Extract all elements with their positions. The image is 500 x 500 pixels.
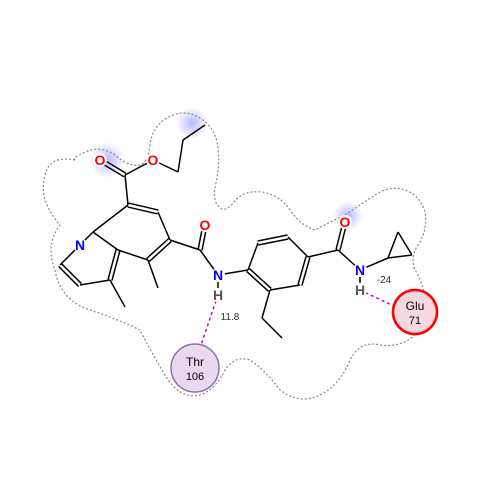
interaction-diagram: NOOONHONHThr106Glu7111.8-24 xyxy=(0,0,500,500)
atom-label: O xyxy=(95,152,106,168)
bond xyxy=(262,318,282,338)
bond xyxy=(302,258,310,286)
bond xyxy=(158,212,170,240)
bond xyxy=(149,241,171,261)
bond xyxy=(108,249,116,279)
atom-label: O xyxy=(148,152,159,168)
residue-name: Thr xyxy=(186,355,204,369)
bond xyxy=(128,207,158,214)
residue-name: Glu xyxy=(406,299,425,313)
bond xyxy=(148,260,158,288)
bond xyxy=(388,255,412,258)
bond xyxy=(270,285,300,290)
bond xyxy=(125,175,128,205)
residue-num: 106 xyxy=(186,371,204,383)
bond xyxy=(118,250,148,260)
bond xyxy=(178,140,183,172)
bond xyxy=(288,237,308,257)
atom-label: O xyxy=(340,214,351,230)
bond xyxy=(398,232,412,255)
atom-label: N xyxy=(355,262,365,278)
bond xyxy=(80,280,110,285)
residue-num: 71 xyxy=(409,315,421,327)
bond xyxy=(147,239,169,259)
bond xyxy=(93,232,118,250)
bond xyxy=(128,203,158,210)
bond xyxy=(110,280,125,307)
bond xyxy=(388,232,398,258)
bond xyxy=(298,256,306,284)
atom-label: H xyxy=(213,287,223,303)
bond xyxy=(112,251,120,281)
hbond-label: 11.8 xyxy=(221,312,240,323)
atom-label: N xyxy=(75,237,85,253)
bond xyxy=(61,264,81,284)
bond xyxy=(93,205,128,232)
bond xyxy=(248,243,258,270)
bond xyxy=(249,269,271,289)
bond xyxy=(262,290,270,318)
bond xyxy=(247,271,269,291)
bond xyxy=(59,266,79,286)
bond xyxy=(308,250,338,257)
atom-label: H xyxy=(355,282,365,298)
bond xyxy=(170,240,200,250)
hbond-label: -24 xyxy=(377,275,392,286)
atom-label: O xyxy=(200,217,211,233)
atom-label: N xyxy=(213,267,223,283)
